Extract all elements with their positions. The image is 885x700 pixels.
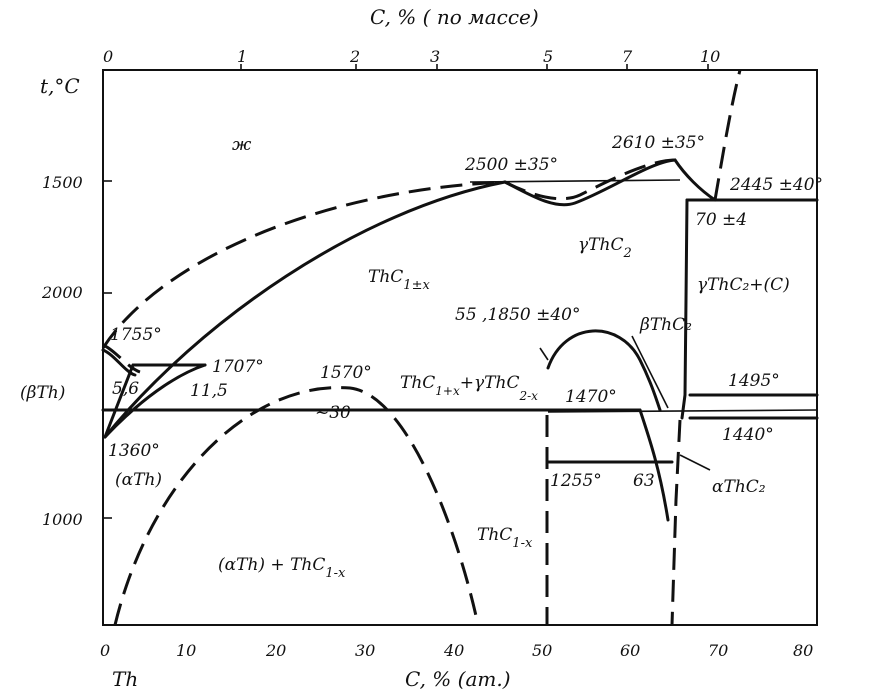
label-two-phase: ThC1+x+γThC2-x [400, 373, 538, 403]
y-tick-1500: 1500 [42, 173, 83, 192]
ann-1360: 1360° [108, 441, 160, 461]
beta-th-solidus [103, 363, 207, 439]
bottom-tick-0: 0 [100, 641, 110, 660]
bottom-tick-70: 70 [708, 641, 728, 660]
gamma-thc2-boundary [680, 198, 689, 420]
label-liquid: ж [232, 135, 252, 155]
beta-th-dashed [102, 343, 141, 374]
ann-63: 63 [633, 471, 655, 491]
top-tick-marks [240, 64, 709, 70]
beta-alpha-boundary [103, 363, 135, 439]
bottom-axis-title: C, % (ат.) [405, 667, 511, 691]
bottom-tick-60: 60 [620, 641, 640, 660]
thc2-dome [546, 329, 662, 412]
bottom-tick-50: 50 [532, 641, 552, 660]
label-alpha-thc2: αThC₂ [712, 477, 766, 497]
label-gamma-thc2: γThC2 [578, 235, 632, 261]
y-tick-marks [103, 180, 112, 519]
ann-2445: 2445 ±40° [729, 175, 823, 195]
ann-1495: 1495° [728, 371, 780, 391]
label-alpha-th-thc: (αTh) + ThC1-x [218, 555, 346, 581]
ann-11-5: 11,5 [190, 381, 228, 401]
top-tick-10: 10 [700, 47, 720, 66]
top-tick-7: 7 [622, 47, 633, 66]
top-tick-3: 3 [430, 47, 440, 66]
bottom-tick-80: 80 [793, 641, 813, 660]
bottom-tick-30: 30 [355, 641, 375, 660]
label-beta-thc2: βThC₂ [639, 315, 692, 335]
liquidus-dashed-left [101, 180, 506, 349]
y-axis-title: t,°C [40, 74, 80, 98]
bottom-tick-20: 20 [265, 641, 286, 660]
top-axis-title: C, % ( по массе) [370, 5, 539, 29]
graphite-liquidus [713, 69, 742, 201]
bottom-tick-40: 40 [443, 641, 464, 660]
ann-2500: 2500 ±35° [464, 155, 558, 175]
top-tick-0: 0 [103, 47, 113, 66]
solidus-mid-loop [503, 158, 677, 207]
left-element-label: Th [112, 667, 138, 691]
label-gamma-thc2-c: γThC₂+(C) [697, 275, 790, 295]
label-thc1x: ThC1±x [368, 267, 430, 293]
top-tick-1: 1 [237, 47, 247, 66]
top-tick-5: 5 [543, 47, 553, 66]
ann-5-6: 5,6 [112, 379, 139, 399]
liquidus-dashed-mid [504, 158, 676, 201]
line-2500 [469, 179, 681, 183]
ann-1707: 1707° [212, 357, 264, 377]
solidus-thc-left [103, 180, 507, 439]
ann-30: ~30 [315, 403, 351, 423]
vertical-66 [670, 419, 682, 626]
y-tick-2000: 2000 [41, 283, 83, 302]
alpha-thc2-loop [638, 408, 670, 522]
top-tick-2: 2 [349, 47, 360, 66]
beta-th-liquidus [101, 348, 137, 377]
y-tick-1000: 1000 [42, 510, 83, 529]
label-alpha-th: (αTh) [115, 470, 162, 490]
ann-70: 70 ±4 [695, 210, 747, 230]
ann-1755: 1755° [110, 325, 162, 345]
thc1minus-leader [539, 347, 549, 361]
label-thc1minus: ThC1-x [477, 525, 533, 551]
alpha-thc2-leader [679, 454, 711, 471]
gamma-thc2-liquidus [673, 158, 717, 202]
line-1470 [547, 409, 818, 413]
ann-55-1850: 55 ,1850 ±40° [455, 305, 580, 325]
ann-1440: 1440° [722, 425, 774, 445]
bottom-tick-10: 10 [176, 641, 196, 660]
ann-2610: 2610 ±35° [611, 133, 705, 153]
ann-1570: 1570° [320, 363, 372, 383]
ann-1255: 1255° [550, 471, 602, 491]
alpha-th-thc-dome [113, 386, 480, 626]
plot-frame [102, 69, 818, 626]
ann-1470: 1470° [565, 387, 617, 407]
beta-thc2-leader [631, 335, 669, 409]
label-beta-th: (βTh) [20, 383, 65, 403]
